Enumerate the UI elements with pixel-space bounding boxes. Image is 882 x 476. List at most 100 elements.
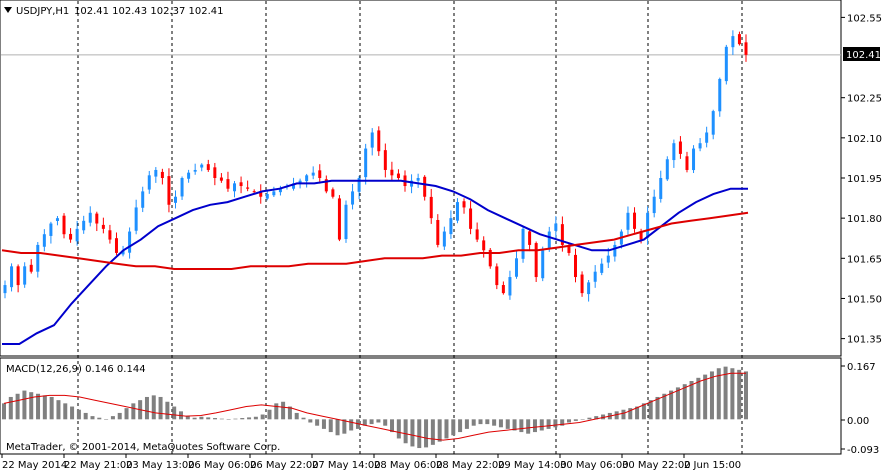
macd-bar bbox=[737, 369, 742, 420]
time-label: 2 Jun 15:00 bbox=[684, 460, 741, 471]
candle-body bbox=[593, 271, 597, 282]
macd-tick-low: -0.093 bbox=[847, 445, 879, 456]
macd-bar bbox=[369, 419, 374, 425]
triangle-down-icon[interactable] bbox=[4, 7, 12, 13]
macd-bar bbox=[478, 419, 483, 425]
candle-body bbox=[318, 170, 322, 178]
candle-body bbox=[495, 266, 499, 286]
macd-bar bbox=[580, 419, 585, 420]
macd-signal-line bbox=[3, 372, 746, 441]
macd-bar bbox=[471, 419, 476, 426]
macd-bar bbox=[63, 403, 68, 420]
candle-body bbox=[744, 42, 748, 55]
macd-bar bbox=[519, 419, 524, 433]
macd-bar bbox=[308, 419, 313, 423]
candle-body bbox=[206, 164, 210, 170]
macd-bar bbox=[451, 419, 456, 436]
candle-body bbox=[390, 169, 394, 176]
macd-bar bbox=[641, 403, 646, 420]
macd-bar bbox=[723, 366, 728, 420]
macd-bar bbox=[199, 416, 204, 420]
candle-body bbox=[731, 36, 735, 48]
candle-body bbox=[514, 258, 518, 277]
candle-body bbox=[160, 171, 164, 178]
macd-bar bbox=[464, 419, 469, 429]
macd-bar bbox=[546, 419, 551, 429]
candle-body bbox=[167, 176, 171, 205]
candle-body bbox=[55, 218, 59, 221]
candle-body bbox=[3, 285, 7, 294]
macd-bar bbox=[539, 419, 544, 431]
candle-body bbox=[685, 156, 689, 170]
candle-body bbox=[475, 229, 479, 240]
candle-body bbox=[442, 231, 446, 247]
macd-bar bbox=[267, 409, 272, 420]
time-label: 29 May 14:00 bbox=[498, 460, 567, 471]
candle-body bbox=[541, 250, 545, 279]
candle-body bbox=[305, 175, 309, 182]
candle-body bbox=[75, 228, 79, 242]
macd-bar bbox=[49, 396, 54, 420]
candle-body bbox=[219, 177, 223, 181]
candle-body bbox=[606, 255, 610, 263]
candle-body bbox=[351, 191, 355, 205]
macd-bar bbox=[56, 400, 61, 420]
candle-body bbox=[469, 208, 473, 229]
moving-averages bbox=[1, 179, 749, 345]
macd-bar bbox=[294, 412, 299, 420]
candle-body bbox=[718, 78, 722, 112]
macd-bar bbox=[315, 419, 320, 426]
candle-body bbox=[436, 220, 440, 245]
candle-body bbox=[331, 189, 335, 197]
macd-bar bbox=[396, 419, 401, 439]
macd-bar bbox=[117, 412, 122, 420]
candle-body bbox=[574, 254, 578, 278]
price-label: 102.25 bbox=[847, 94, 882, 105]
macd-bar bbox=[362, 419, 367, 426]
symbol-label: USDJPY,H1 bbox=[16, 6, 69, 17]
current-price-value: 102.41 bbox=[846, 50, 881, 61]
macd-bar bbox=[403, 419, 408, 444]
price-label: 101.95 bbox=[847, 174, 882, 185]
candle-body bbox=[488, 249, 492, 267]
macd-bar bbox=[76, 409, 81, 420]
candle-body bbox=[292, 183, 296, 189]
macd-bar bbox=[417, 419, 422, 449]
macd-bar bbox=[335, 419, 340, 436]
macd-bar bbox=[144, 396, 149, 420]
macd-bar bbox=[247, 417, 252, 420]
time-label: 28 May 22:00 bbox=[436, 460, 505, 471]
macd-bar bbox=[485, 419, 490, 425]
macd-bar bbox=[83, 412, 88, 420]
macd-bar bbox=[233, 418, 238, 420]
candle-body bbox=[154, 169, 158, 177]
price-axis: 102.55 102.25 102.10 101.95 101.80 101.65 101.… bbox=[841, 13, 882, 346]
macd-bar bbox=[716, 368, 721, 420]
macd-bar bbox=[2, 403, 6, 420]
candle-body bbox=[82, 220, 86, 231]
macd-bar bbox=[655, 396, 660, 420]
candle-body bbox=[272, 191, 276, 196]
macd-bar bbox=[219, 418, 224, 420]
macd-bar bbox=[15, 393, 20, 420]
macd-bar bbox=[8, 396, 13, 420]
macd-bar bbox=[601, 414, 606, 420]
candle-body bbox=[678, 141, 682, 154]
macd-bar bbox=[648, 400, 653, 420]
macd-bar bbox=[131, 403, 136, 420]
candle-body bbox=[69, 233, 73, 240]
candle-body bbox=[23, 266, 27, 285]
candle-body bbox=[10, 266, 14, 288]
price-label: 102.55 bbox=[847, 13, 882, 24]
time-label: 27 May 14:00 bbox=[312, 460, 381, 471]
macd-bar bbox=[573, 419, 578, 421]
candle-body bbox=[88, 212, 92, 223]
candle-body bbox=[377, 130, 381, 152]
candle-body bbox=[36, 244, 40, 272]
macd-bar bbox=[383, 419, 388, 426]
candle-body bbox=[659, 178, 663, 199]
candle-body bbox=[128, 231, 132, 253]
macd-bar bbox=[526, 419, 531, 434]
